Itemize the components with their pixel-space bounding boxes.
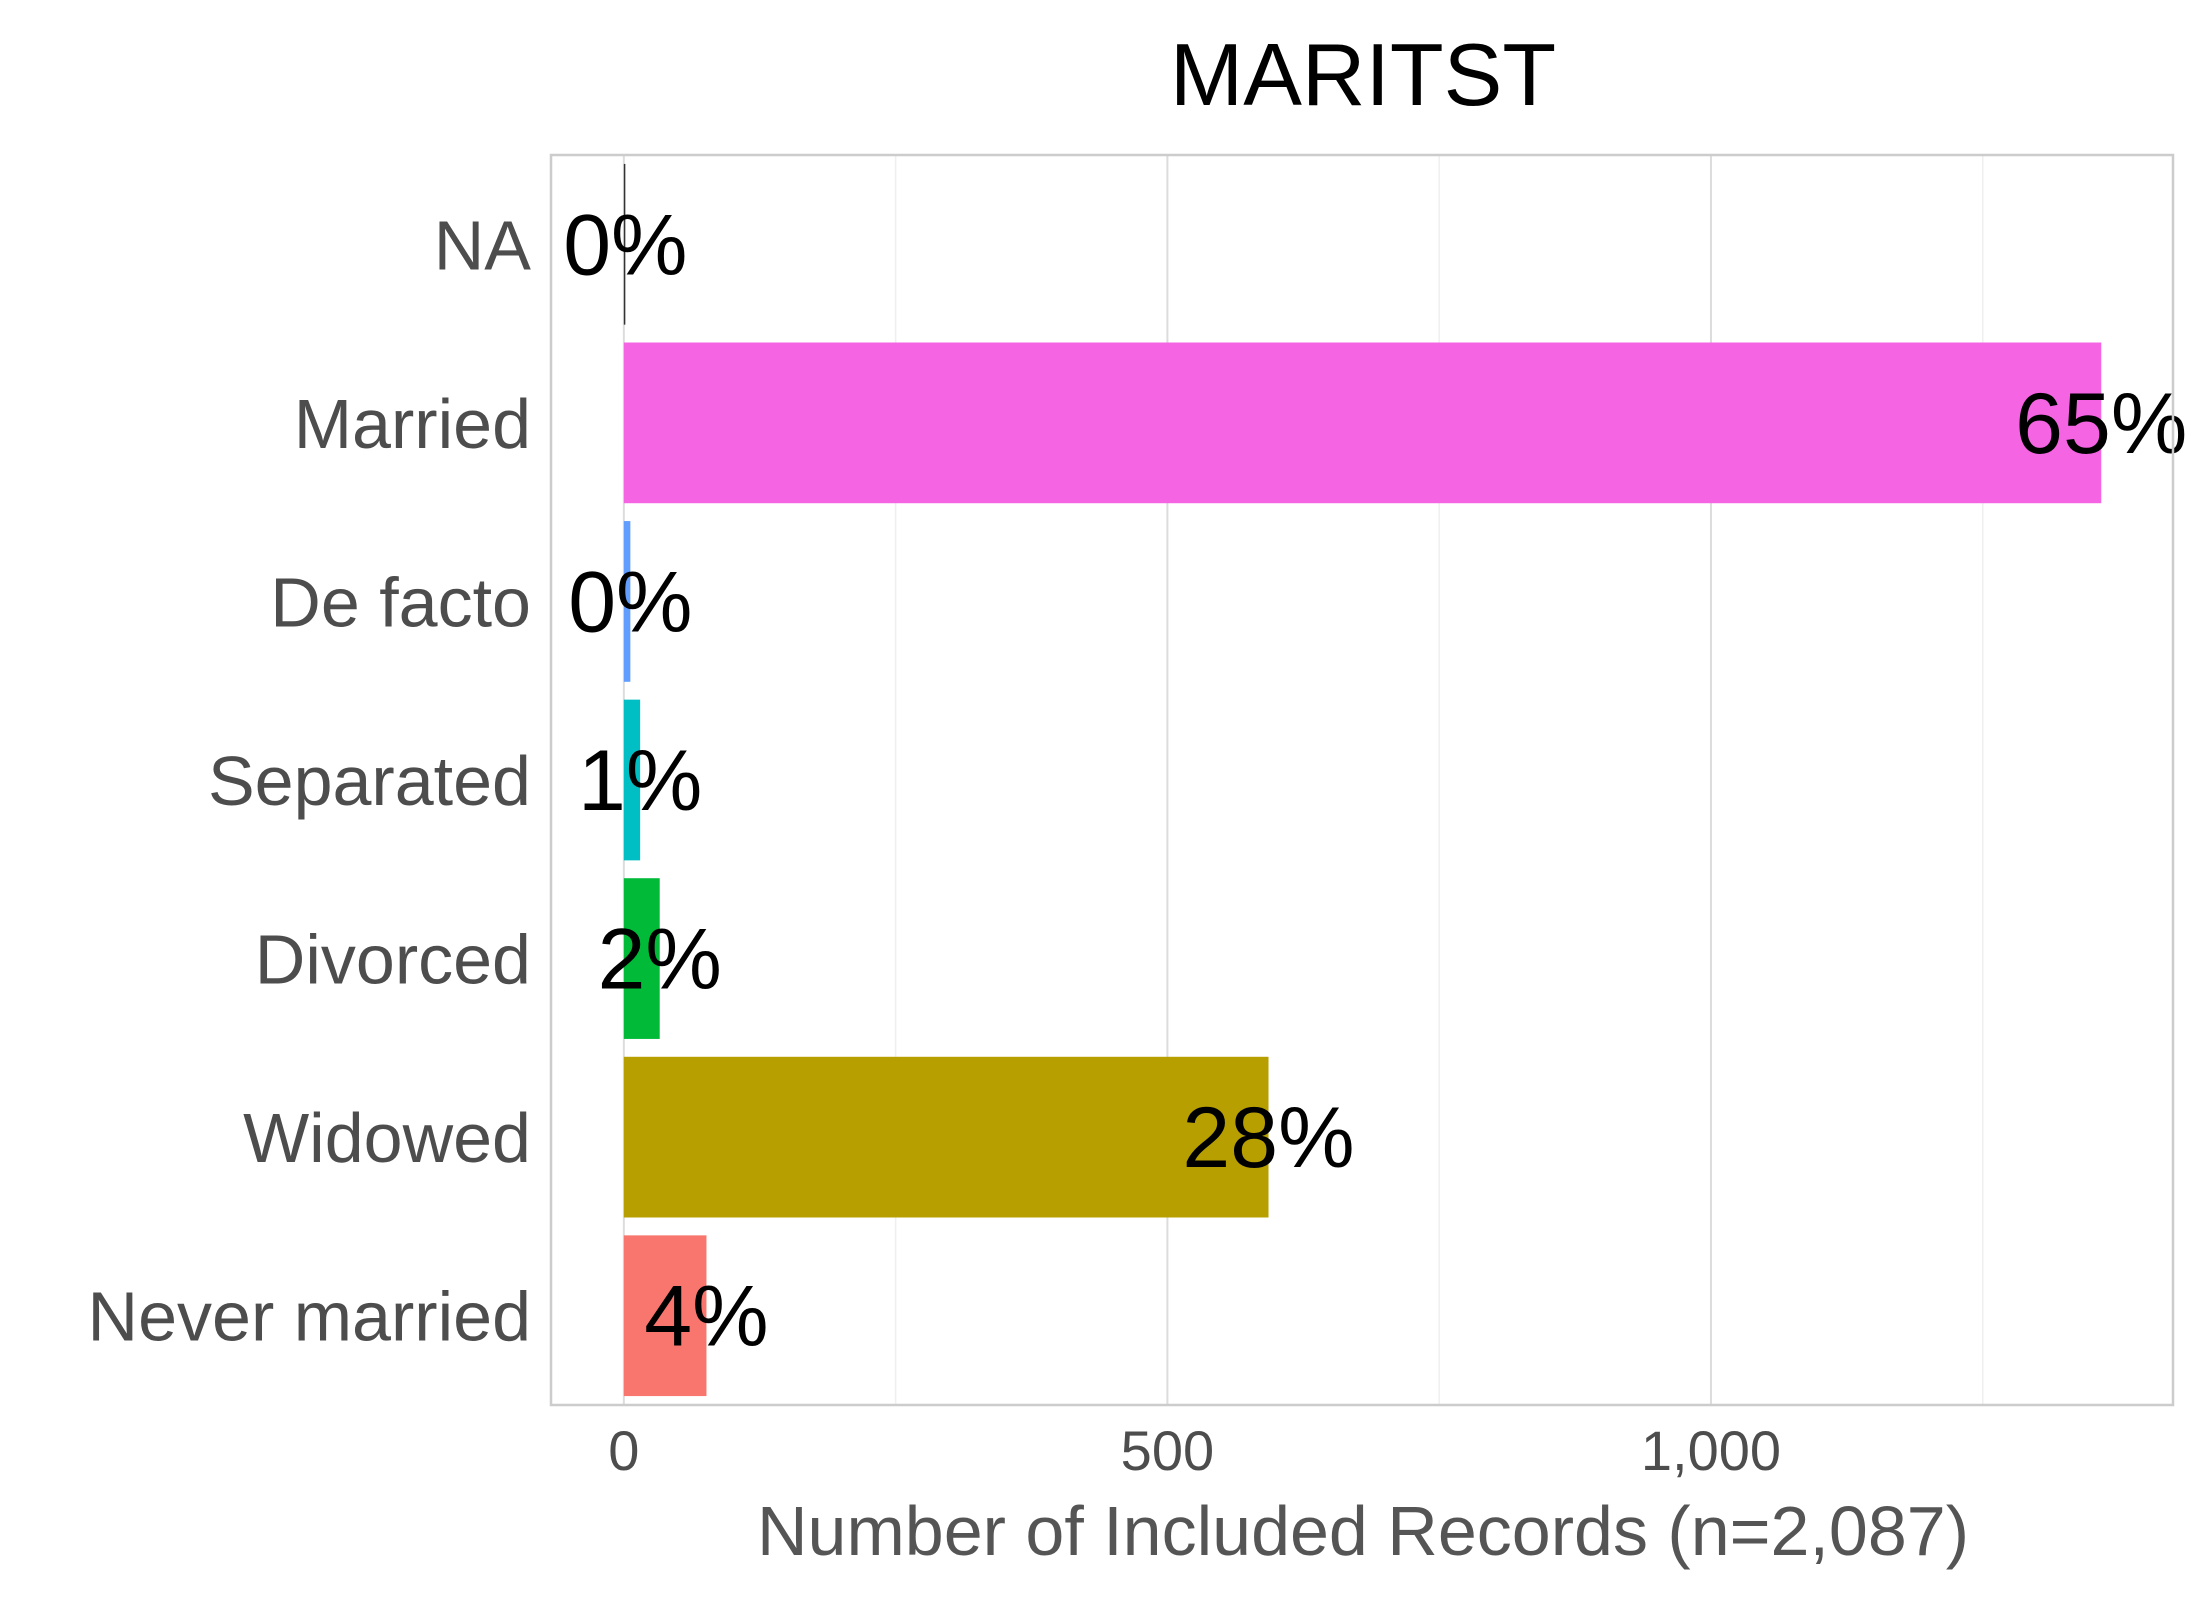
- category-label-married: Married: [294, 385, 531, 463]
- data-label-na: 0%: [563, 197, 687, 293]
- data-label-separated: 1%: [578, 733, 702, 829]
- category-labels: Never married Widowed Divorced Separated De …: [88, 206, 532, 1355]
- data-labels: 4% 28% 2% 1% 0% 65% 0%: [563, 197, 2187, 1364]
- plot-panel-border: [549, 153, 2175, 1407]
- x-tick-label: 1,000: [1641, 1419, 1781, 1482]
- data-label-widowed: 28%: [1182, 1090, 1354, 1186]
- x-tick-labels: 0 500 1,000: [608, 1419, 1781, 1482]
- bars: [623, 163, 2102, 1397]
- x-tick-label: 500: [1121, 1419, 1214, 1482]
- bar-separated: [623, 699, 641, 861]
- chart-title: MARITST: [1170, 25, 1556, 124]
- bar-de-facto: [623, 521, 631, 682]
- x-tick-label: 0: [608, 1419, 639, 1482]
- category-label-divorced: Divorced: [255, 921, 531, 999]
- category-label-separated: Separated: [208, 742, 531, 820]
- data-label-married: 65%: [2015, 376, 2187, 472]
- category-label-na: NA: [434, 206, 532, 284]
- x-axis-title: Number of Included Records (n=2,087): [757, 1492, 1969, 1570]
- category-label-widowed: Widowed: [243, 1099, 531, 1177]
- data-label-de-facto: 0%: [568, 554, 692, 650]
- bar-never-married: [623, 1235, 707, 1397]
- category-label-never-married: Never married: [88, 1278, 531, 1356]
- bar-widowed: [623, 1056, 1269, 1218]
- data-label-never-married: 4%: [644, 1269, 768, 1365]
- data-label-divorced: 2%: [598, 912, 722, 1008]
- bar-divorced: [623, 878, 660, 1039]
- bar-married: [623, 342, 2102, 504]
- category-label-de-facto: De facto: [270, 563, 531, 641]
- bar-na: [623, 163, 626, 325]
